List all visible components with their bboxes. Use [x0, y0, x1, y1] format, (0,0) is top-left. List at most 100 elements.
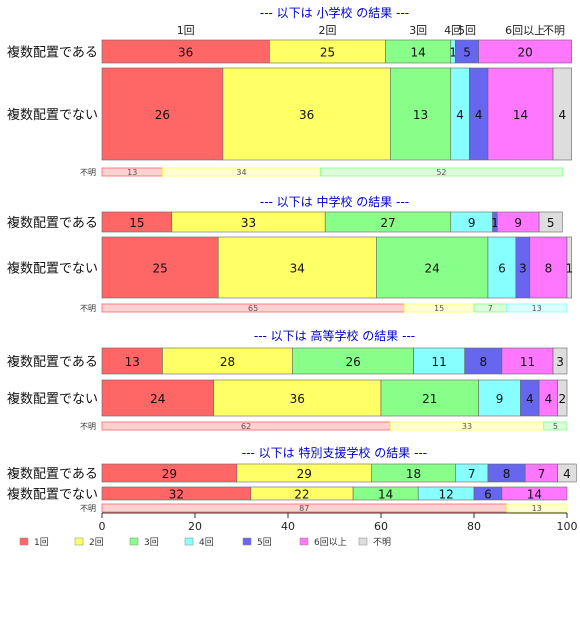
- unknown-bar-segment: [543, 421, 568, 431]
- bar-value-label: 8: [545, 262, 553, 276]
- unknown-value-label: 34: [236, 168, 246, 177]
- bar-value-label: 29: [297, 467, 312, 481]
- unknown-value-label: 15: [434, 304, 444, 313]
- unknown-value-label: 33: [462, 422, 472, 431]
- bar-value-label: 6: [498, 262, 506, 276]
- unknown-row-label: 不明: [80, 422, 96, 431]
- bar-value-label: 4: [475, 108, 483, 122]
- bar-value-label: 20: [518, 46, 533, 60]
- top-category-label: 5回: [458, 24, 476, 37]
- bar-segment: [501, 347, 554, 375]
- unknown-value-label: 13: [127, 168, 137, 177]
- top-category-label: 4回: [444, 24, 462, 37]
- top-category-label: 2回: [319, 24, 337, 37]
- bar-value-label: 4: [526, 392, 534, 406]
- bar-segment: [552, 67, 572, 161]
- bar-value-label: 7: [468, 467, 476, 481]
- bar-value-label: 14: [513, 108, 528, 122]
- top-category-label: 1回: [177, 24, 195, 37]
- bar-value-label: 25: [320, 46, 335, 60]
- unknown-bar-segment: [506, 303, 568, 313]
- bar-segment: [566, 236, 572, 299]
- legend-swatch: [74, 537, 84, 546]
- legend-label: 6回以上: [314, 537, 347, 548]
- bar-value-label: 4: [563, 467, 571, 481]
- bar-value-label: 14: [378, 488, 393, 502]
- unknown-value-label: 5: [553, 422, 558, 431]
- bar-segment: [101, 347, 163, 375]
- bar-value-label: 1: [449, 46, 457, 60]
- bar-value-label: 8: [503, 467, 511, 481]
- unknown-row-label: 不明: [80, 304, 96, 313]
- bar-value-label: 3: [556, 355, 564, 369]
- bar-segment: [389, 67, 452, 161]
- bar-value-label: 1: [566, 262, 574, 276]
- bar-value-label: 32: [169, 488, 184, 502]
- bar-segment: [552, 347, 568, 375]
- bar-value-label: 11: [431, 355, 446, 369]
- bar-value-label: 14: [527, 488, 542, 502]
- x-tick-label: 0: [99, 520, 106, 533]
- bar-value-label: 9: [514, 216, 522, 230]
- x-tick-label: 80: [467, 520, 481, 533]
- unknown-row-label: 不明: [80, 168, 96, 177]
- bar-segment: [380, 379, 479, 417]
- bar-segment: [501, 486, 568, 501]
- bar-value-label: 21: [422, 392, 437, 406]
- bar-value-label: 3: [519, 262, 527, 276]
- legend-label: 1回: [34, 537, 49, 548]
- bar-segment: [213, 379, 382, 417]
- group-title: --- 以下は 小学校 の結果 ---: [260, 5, 409, 20]
- bar-segment: [101, 379, 214, 417]
- row-label: 複数配置である: [7, 45, 98, 61]
- bar-value-label: 25: [152, 262, 167, 276]
- unknown-value-label: 65: [248, 304, 258, 313]
- top-category-label: 不明: [543, 24, 565, 37]
- unknown-bar-segment: [506, 503, 568, 513]
- bar-value-label: 29: [162, 467, 177, 481]
- legend-label: 5回: [257, 537, 272, 548]
- bar-value-label: 11: [520, 355, 535, 369]
- bar-value-label: 18: [406, 467, 421, 481]
- x-tick-label: 60: [374, 520, 388, 533]
- legend-label: 不明: [373, 537, 391, 548]
- bar-value-label: 4: [559, 108, 567, 122]
- bar-segment: [538, 211, 563, 233]
- legend-label: 2回: [89, 537, 104, 548]
- bar-value-label: 36: [290, 392, 305, 406]
- bar-value-label: 22: [294, 488, 309, 502]
- row-label: 複数配置でない: [7, 487, 98, 503]
- unknown-value-label: 62: [241, 422, 251, 431]
- legend-swatch: [358, 537, 368, 546]
- bar-segment: [557, 379, 568, 417]
- top-category-label: 6回以上: [505, 24, 545, 37]
- bar-value-label: 34: [290, 262, 305, 276]
- group-title: --- 以下は 特別支援学校 の結果 ---: [242, 445, 427, 460]
- unknown-value-label: 13: [532, 504, 542, 513]
- group-title: --- 以下は 高等学校 の結果 ---: [254, 328, 415, 343]
- bar-value-label: 36: [178, 46, 193, 60]
- bar-segment: [464, 347, 503, 375]
- bar-value-label: 14: [411, 46, 426, 60]
- bar-segment: [478, 39, 572, 64]
- bar-segment: [222, 67, 391, 161]
- legend-swatch: [129, 537, 139, 546]
- bar-value-label: 36: [299, 108, 314, 122]
- bar-value-label: 2: [559, 392, 567, 406]
- bar-segment: [557, 463, 577, 483]
- top-category-label: 3回: [409, 24, 427, 37]
- bar-segment: [162, 347, 293, 375]
- legend-swatch: [19, 537, 29, 546]
- bar-segment: [101, 67, 224, 161]
- row-label: 複数配置でない: [7, 261, 98, 277]
- legend-label: 3回: [144, 537, 159, 548]
- bar-value-label: 26: [155, 108, 170, 122]
- bar-segment: [487, 236, 517, 299]
- bar-value-label: 8: [479, 355, 487, 369]
- unknown-row-label: 不明: [80, 504, 96, 513]
- legend-swatch: [184, 537, 194, 546]
- bar-value-label: 26: [345, 355, 360, 369]
- row-label: 複数配置である: [7, 215, 98, 231]
- row-label: 複数配置でない: [7, 391, 98, 407]
- row-label: 複数配置である: [7, 466, 98, 482]
